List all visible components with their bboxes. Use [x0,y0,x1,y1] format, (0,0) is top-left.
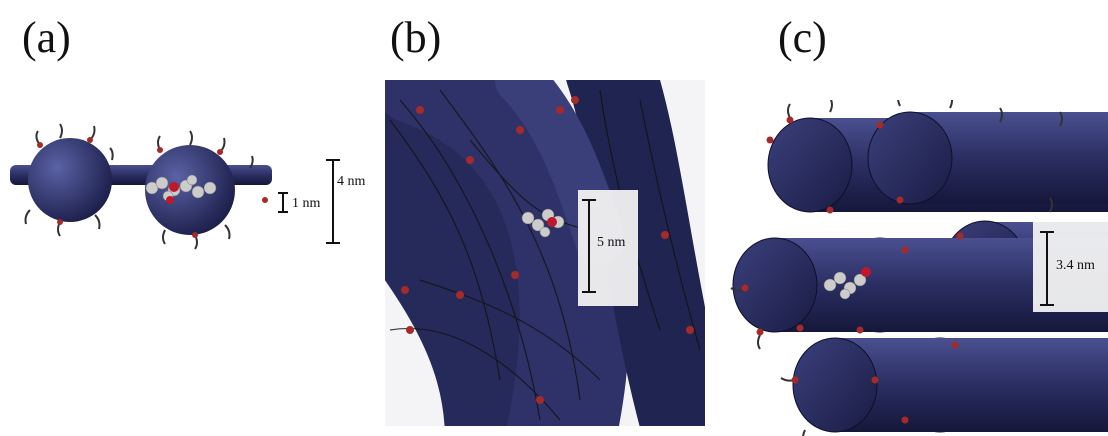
oxygen-atom [861,267,871,277]
cylinder-end [867,111,953,205]
cylinder-end [767,117,853,213]
oxygen-atom [166,196,174,204]
chains [730,100,1063,436]
guest-molecule [823,271,867,300]
panel-b-render [385,80,705,426]
panel-label: (a) [22,13,71,62]
scale-label: 4 nm [337,174,366,189]
scale-box [1033,222,1108,312]
cylinder-body [835,338,1105,432]
scale-label: 5 nm [597,235,626,250]
cylinder-row [792,337,1108,433]
scale-label: 1 nm [292,196,321,211]
panel-label: (b) [390,13,441,62]
cylinder-row [767,111,1108,213]
oxygen-atom [547,217,557,227]
oxygen-atom [169,182,179,192]
head-groups [37,137,268,238]
cylinder-end [732,237,818,333]
micelle-sphere [28,138,112,222]
panel-c-render [730,100,1108,436]
head-groups [741,116,964,424]
head-groups [401,96,694,404]
scale-label: 3.4 nm [1056,258,1095,273]
panel-label: (c) [778,13,827,62]
panel-a-render: 1 nm 4 nm [10,123,366,250]
cylinder-end [792,337,878,433]
